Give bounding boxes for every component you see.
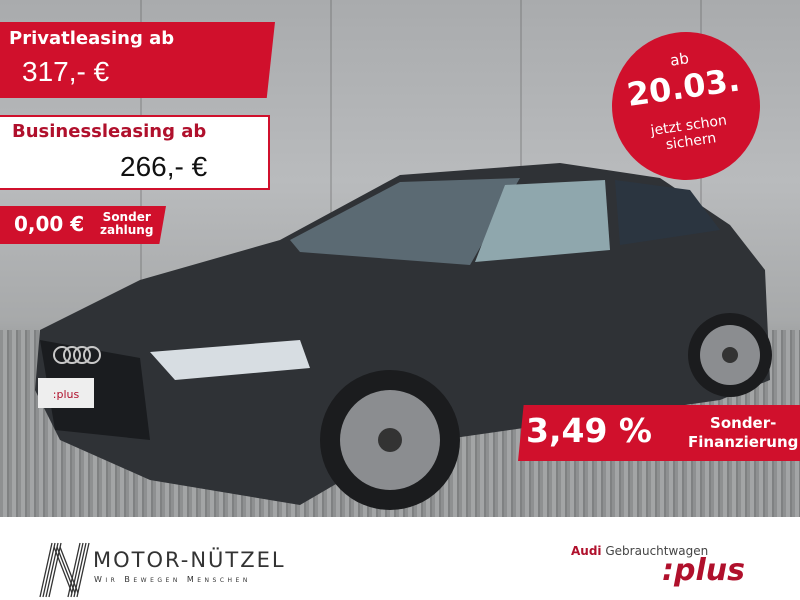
plus-logo: :plus (662, 553, 745, 588)
down-payment-label-line2: zahlung (100, 223, 154, 237)
footer: MOTOR-NÜTZEL Wir Bewegen Menschen Audi G… (0, 517, 800, 600)
business-leasing-price: 266,- € (120, 151, 208, 182)
private-leasing-banner: Privatleasing ab 317,- € (0, 22, 275, 98)
dealer-tagline: Wir Bewegen Menschen (94, 575, 251, 584)
private-leasing-label: Privatleasing ab (9, 28, 175, 49)
program-name: Gebrauchtwagen (605, 544, 709, 558)
private-leasing-price: 317,- € (22, 56, 110, 87)
financing-label-line1: Sonder- (710, 414, 777, 432)
business-leasing-banner: Businessleasing ab 266,- € (0, 115, 270, 190)
business-leasing-label: Businessleasing ab (12, 121, 207, 142)
down-payment-label: Sonder zahlung (100, 211, 153, 237)
down-payment-amount: 0,00 € (14, 212, 85, 236)
audi-program-label: Audi Gebrauchtwagen (571, 544, 708, 558)
car-illustration: :plus (35, 163, 772, 510)
audi-brand: Audi (571, 544, 602, 558)
license-plate: :plus (53, 388, 80, 401)
dealer-name: MOTOR-NÜTZEL (93, 548, 286, 572)
financing-rate: 3,49 % (526, 411, 652, 450)
down-payment-label-line1: Sonder (102, 210, 151, 224)
financing-label-line2: Finanzierung (688, 433, 799, 451)
financing-banner: 3,49 % Sonder- Finanzierung (518, 405, 800, 461)
motor-nuetzel-logo-icon (39, 542, 90, 598)
down-payment-banner: 0,00 € Sonder zahlung (0, 206, 166, 244)
